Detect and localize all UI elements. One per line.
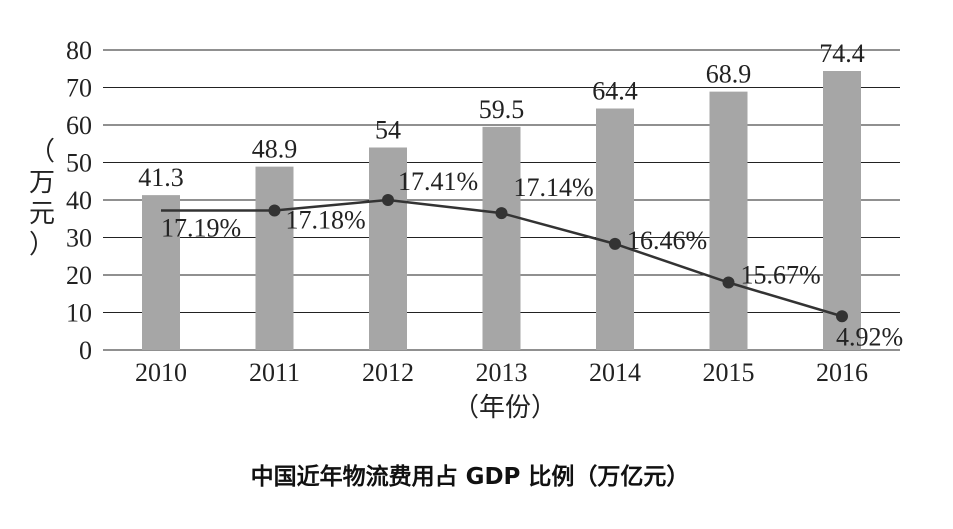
line-point (495, 207, 508, 220)
x-tick-label: 2016 (816, 358, 868, 387)
y-tick-label: 30 (66, 224, 92, 253)
line-point (722, 276, 735, 289)
y-axis-ticks: 0 10 20 30 40 50 60 70 80 (66, 36, 92, 365)
y-tick-label: 60 (66, 111, 92, 140)
x-tick-label: 2014 (589, 358, 641, 387)
x-axis-ticks: 2010 2011 2012 2013 2014 2015 2016 (135, 358, 868, 387)
line-value-label: 17.41% (398, 167, 478, 196)
x-tick-label: 2011 (249, 358, 300, 387)
bar (369, 147, 407, 350)
y-axis-title-char: 万 (29, 168, 55, 197)
bar-value-label: 54 (375, 116, 401, 145)
x-axis-title: （年份） (453, 393, 557, 422)
bar (142, 195, 180, 350)
line-point (268, 204, 281, 217)
bar-value-label: 59.5 (479, 95, 525, 124)
line-series: 17.19% 17.18% 17.41% 17.14% 16.46% 15.67% 4.92… (161, 167, 903, 351)
x-tick-label: 2010 (135, 358, 187, 387)
y-tick-label: 0 (79, 336, 92, 365)
bar-value-labels: 41.3 48.9 54 59.5 64.4 68.9 74.4 (138, 39, 865, 192)
line-value-label: 4.92% (836, 322, 903, 351)
y-tick-label: 10 (66, 299, 92, 328)
bar (709, 91, 748, 350)
y-tick-label: 80 (66, 36, 92, 65)
bar-value-label: 41.3 (138, 163, 184, 192)
y-tick-label: 50 (66, 149, 92, 178)
line-point (609, 237, 621, 250)
bar (255, 166, 294, 350)
y-axis-title: （ 万 元 ） (29, 137, 55, 259)
x-tick-label: 2013 (476, 358, 528, 387)
chart-title: 中国近年物流费用占 GDP 比例（万亿元） (251, 463, 690, 490)
line-value-label: 16.46% (627, 226, 707, 255)
y-tick-label: 40 (66, 186, 92, 215)
bar-value-label: 64.4 (592, 77, 638, 106)
bar (823, 71, 861, 350)
y-axis-title-char: ） (29, 230, 55, 259)
y-tick-label: 20 (66, 261, 92, 290)
line-point (382, 194, 394, 206)
y-axis-title-char: 元 (29, 199, 55, 228)
line-value-label: 17.19% (161, 214, 241, 243)
x-tick-label: 2015 (703, 358, 755, 387)
bar (482, 126, 521, 350)
x-tick-label: 2012 (362, 358, 414, 387)
line-value-label: 17.14% (514, 173, 594, 202)
bar-series (142, 71, 861, 350)
y-axis-title-char: （ (29, 137, 55, 166)
bar-value-label: 68.9 (706, 60, 752, 89)
bar-value-label: 48.9 (252, 135, 298, 164)
line-value-label: 17.18% (286, 206, 366, 235)
line-value-label: 15.67% (741, 261, 821, 290)
bar (596, 108, 634, 350)
bar-value-label: 74.4 (819, 39, 865, 68)
y-tick-label: 70 (66, 74, 92, 103)
line-point (836, 310, 848, 323)
